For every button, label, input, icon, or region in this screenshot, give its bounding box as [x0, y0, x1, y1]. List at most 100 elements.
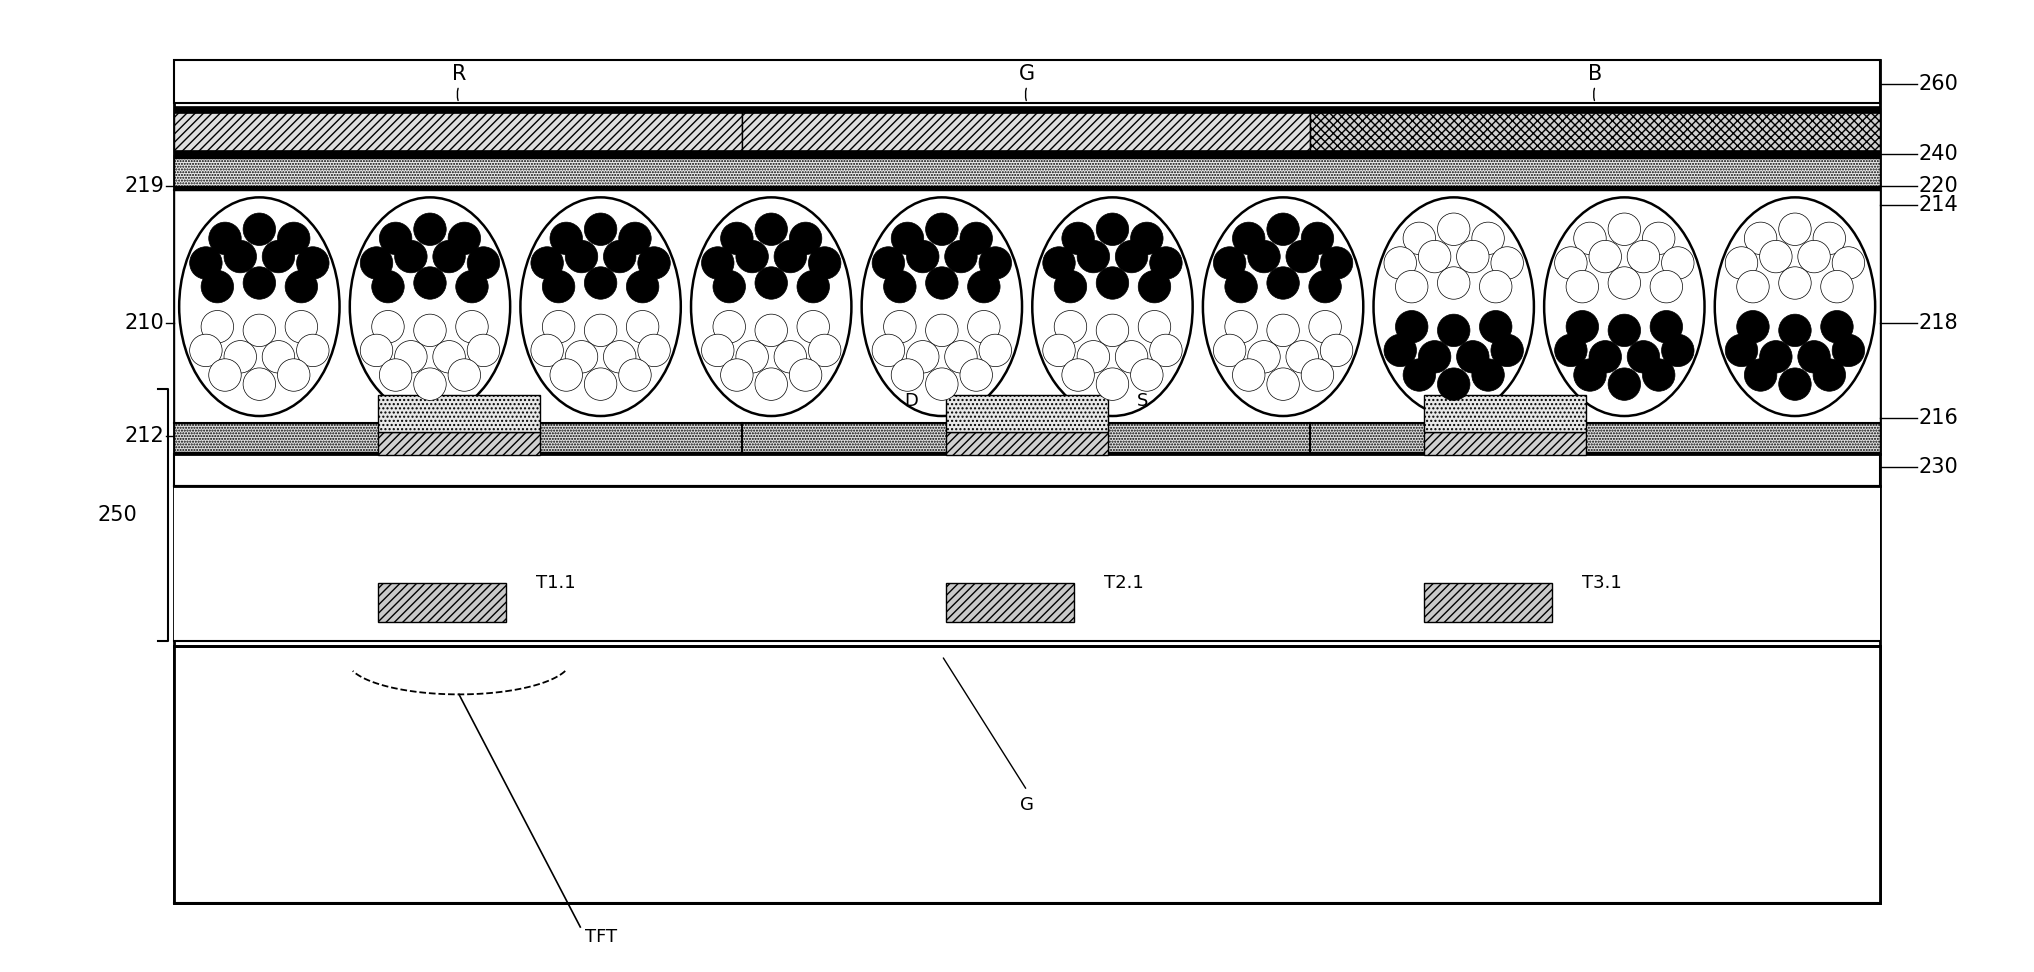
- Ellipse shape: [883, 310, 915, 343]
- Ellipse shape: [807, 334, 840, 366]
- Ellipse shape: [413, 266, 445, 299]
- Ellipse shape: [968, 270, 1001, 303]
- Bar: [1424, 395, 1587, 433]
- Ellipse shape: [360, 334, 393, 366]
- Ellipse shape: [1627, 340, 1660, 373]
- Ellipse shape: [755, 368, 787, 400]
- Ellipse shape: [1149, 334, 1182, 366]
- Ellipse shape: [447, 359, 480, 392]
- Text: 219: 219: [124, 176, 165, 195]
- Ellipse shape: [549, 223, 582, 255]
- Ellipse shape: [1609, 368, 1641, 400]
- Ellipse shape: [720, 223, 753, 255]
- Ellipse shape: [925, 266, 958, 299]
- Ellipse shape: [1609, 266, 1641, 299]
- Ellipse shape: [1054, 310, 1086, 343]
- Ellipse shape: [262, 340, 295, 373]
- Ellipse shape: [201, 310, 234, 343]
- Ellipse shape: [626, 310, 659, 343]
- Ellipse shape: [1403, 359, 1436, 392]
- Text: 260: 260: [1918, 74, 1959, 93]
- Ellipse shape: [1096, 368, 1129, 400]
- Ellipse shape: [531, 247, 563, 279]
- Ellipse shape: [1833, 334, 1865, 366]
- Ellipse shape: [978, 247, 1011, 279]
- Ellipse shape: [244, 266, 275, 299]
- Ellipse shape: [1139, 270, 1172, 303]
- Ellipse shape: [1395, 310, 1428, 343]
- Ellipse shape: [189, 247, 222, 279]
- Ellipse shape: [1544, 197, 1704, 416]
- Bar: [946, 433, 1109, 455]
- Ellipse shape: [1725, 334, 1757, 366]
- Text: G: G: [1019, 64, 1035, 85]
- Text: B: B: [1589, 64, 1603, 85]
- Ellipse shape: [1745, 223, 1778, 255]
- Ellipse shape: [714, 270, 746, 303]
- Ellipse shape: [543, 310, 576, 343]
- Ellipse shape: [1033, 197, 1192, 416]
- Ellipse shape: [755, 213, 787, 246]
- Bar: [175, 186, 1879, 191]
- Ellipse shape: [468, 247, 500, 279]
- Ellipse shape: [1043, 334, 1076, 366]
- Bar: [175, 156, 1879, 188]
- Ellipse shape: [1479, 270, 1511, 303]
- Ellipse shape: [565, 340, 598, 373]
- Ellipse shape: [944, 340, 976, 373]
- Ellipse shape: [775, 340, 807, 373]
- Ellipse shape: [1554, 247, 1587, 279]
- Ellipse shape: [1233, 359, 1265, 392]
- Ellipse shape: [1131, 223, 1163, 255]
- Ellipse shape: [433, 340, 466, 373]
- Ellipse shape: [1609, 314, 1641, 347]
- Ellipse shape: [297, 247, 330, 279]
- Ellipse shape: [1641, 223, 1674, 255]
- Ellipse shape: [447, 223, 480, 255]
- Ellipse shape: [1737, 310, 1770, 343]
- Ellipse shape: [891, 223, 923, 255]
- Ellipse shape: [1479, 310, 1511, 343]
- Ellipse shape: [244, 314, 275, 347]
- Ellipse shape: [1759, 240, 1792, 273]
- Ellipse shape: [297, 334, 330, 366]
- Ellipse shape: [1745, 359, 1778, 392]
- Ellipse shape: [1798, 240, 1831, 273]
- Ellipse shape: [1395, 270, 1428, 303]
- Ellipse shape: [1438, 368, 1471, 400]
- Bar: [175, 155, 1879, 159]
- Ellipse shape: [807, 247, 840, 279]
- Ellipse shape: [1438, 266, 1471, 299]
- Ellipse shape: [413, 213, 445, 246]
- Ellipse shape: [1574, 359, 1607, 392]
- Ellipse shape: [639, 334, 671, 366]
- Ellipse shape: [1096, 266, 1129, 299]
- Ellipse shape: [873, 334, 905, 366]
- Ellipse shape: [883, 270, 915, 303]
- Text: 220: 220: [1918, 176, 1959, 195]
- Ellipse shape: [350, 197, 511, 416]
- Ellipse shape: [925, 314, 958, 347]
- Ellipse shape: [189, 334, 222, 366]
- Bar: [378, 433, 541, 455]
- Ellipse shape: [1096, 314, 1129, 347]
- Ellipse shape: [1062, 359, 1094, 392]
- Ellipse shape: [1383, 247, 1416, 279]
- Ellipse shape: [1650, 270, 1682, 303]
- Ellipse shape: [1285, 240, 1318, 273]
- Ellipse shape: [1778, 314, 1810, 347]
- Ellipse shape: [1214, 334, 1247, 366]
- Ellipse shape: [531, 334, 563, 366]
- Ellipse shape: [1589, 240, 1621, 273]
- Text: 218: 218: [1918, 313, 1959, 333]
- Ellipse shape: [1224, 270, 1257, 303]
- Ellipse shape: [1078, 340, 1111, 373]
- Ellipse shape: [1589, 340, 1621, 373]
- Ellipse shape: [1418, 240, 1450, 273]
- Ellipse shape: [1759, 340, 1792, 373]
- Ellipse shape: [1725, 247, 1757, 279]
- Bar: [175, 59, 1879, 903]
- Ellipse shape: [1149, 247, 1182, 279]
- Bar: [946, 395, 1109, 433]
- Ellipse shape: [1096, 213, 1129, 246]
